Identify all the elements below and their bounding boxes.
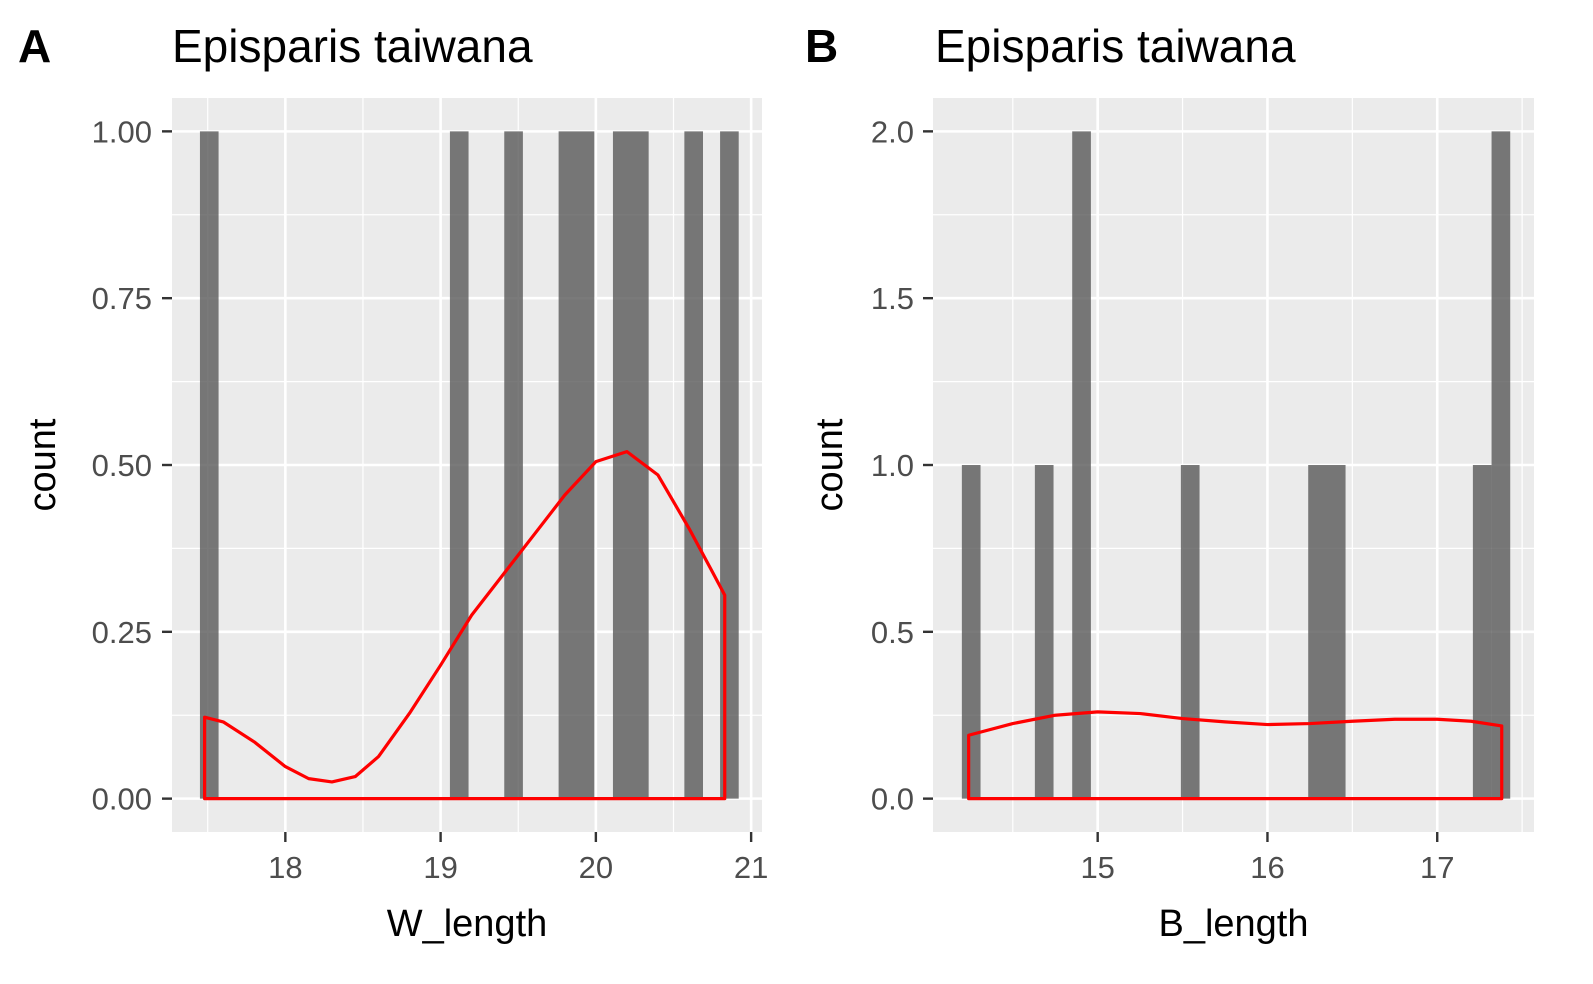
density-curve <box>203 450 727 801</box>
y-tick-label: 1.0 <box>871 448 914 483</box>
y-tick-label: 0.5 <box>871 615 914 650</box>
histogram-bar <box>558 131 595 799</box>
histogram-bar <box>1180 465 1200 799</box>
histogram-bar <box>1072 131 1091 799</box>
density-curve <box>967 710 1504 801</box>
x-axis-label: B_length <box>1158 903 1308 945</box>
y-axis-label: count <box>809 418 851 511</box>
x-tick-label: 16 <box>1250 850 1284 885</box>
y-axis-label: count <box>22 418 64 511</box>
x-tick-label: 20 <box>579 850 613 885</box>
x-tick-label: 19 <box>423 850 457 885</box>
chart-title: Episparis taiwana <box>172 20 533 72</box>
histogram-bar <box>1308 465 1346 799</box>
histogram-bar <box>720 131 739 799</box>
y-tick-label: 2.0 <box>871 114 914 149</box>
panel-a: 0.00 0.25 0.50 0.75 1.00 18 19 20 21 A Episparis t… <box>18 20 768 945</box>
y-tick-label: 0.50 <box>92 448 152 483</box>
x-tick-label: 18 <box>268 850 302 885</box>
y-tick-label: 0.0 <box>871 782 914 817</box>
panel-letter: B <box>805 20 838 72</box>
histogram-bar <box>504 131 523 799</box>
y-tick-label: 1.5 <box>871 281 914 316</box>
x-tick-label: 17 <box>1420 850 1454 885</box>
y-tick-label: 0.75 <box>92 281 152 316</box>
y-tick-label: 1.00 <box>92 114 152 149</box>
histogram-bar <box>961 465 981 799</box>
x-axis-label: W_length <box>387 903 548 945</box>
histogram-bar <box>199 131 219 799</box>
histogram-bar <box>1034 465 1054 799</box>
panel-letter: A <box>18 20 51 72</box>
chart-title: Episparis taiwana <box>935 20 1296 72</box>
x-tick-label: 15 <box>1080 850 1114 885</box>
histogram-bar <box>684 131 703 799</box>
histogram-bar <box>1472 465 1492 799</box>
y-tick-label: 0.00 <box>92 782 152 817</box>
y-tick-label: 0.25 <box>92 615 152 650</box>
x-tick-label: 21 <box>734 850 768 885</box>
histogram-bar <box>449 131 469 799</box>
histogram-bar <box>1491 131 1511 799</box>
panel-b: 0.0 0.5 1.0 1.5 2.0 15 16 17 B Episparis taiwana B… <box>805 20 1534 945</box>
